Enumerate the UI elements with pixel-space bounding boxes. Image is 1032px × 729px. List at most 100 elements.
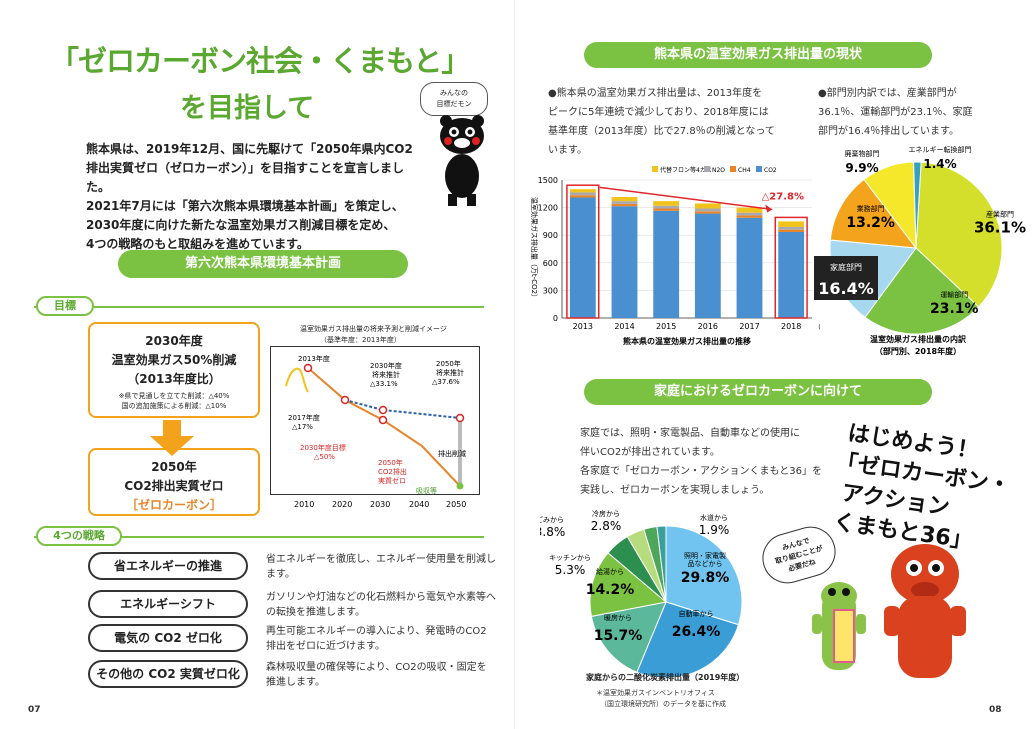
page-title-line2: を目指して: [180, 93, 315, 124]
sector-pie-label: 廃棄物部門: [845, 149, 880, 158]
bar-segment: [569, 192, 596, 196]
bar-segment: [611, 197, 638, 202]
bar-y-label: 温室効果ガス排出量（万t-CO2）: [530, 197, 539, 301]
bar-annotation: △27.8%: [762, 191, 804, 202]
home-pie-value: 2.8%: [591, 519, 622, 533]
sector-pie-label: 産業部門: [986, 210, 1014, 219]
plan-pill: 第六次熊本県環境基本計画: [118, 250, 408, 278]
bar-segment: [653, 210, 680, 318]
goal-2030-note1: ※県で見通しを立てた削減：△40%: [118, 392, 230, 400]
home-text-line: 各家庭で「ゼロカーボン・アクションくまもと36」を: [580, 466, 823, 477]
bar-x-tick: 2018: [781, 322, 801, 331]
forecast-x-tick: 2020: [332, 500, 352, 509]
strategy-label: 電気の CO2 ゼロ化: [88, 624, 248, 652]
forecast-ann: 吸収等: [416, 486, 437, 495]
bar-legend-swatch: [704, 166, 710, 172]
home-pie-label: 水道から: [700, 513, 728, 522]
bar-segment: [694, 203, 721, 209]
sector-pie-value: 36.1%: [974, 219, 1026, 237]
home-pie-title: 家庭からの二酸化炭素排出量（2019年度）: [586, 673, 745, 682]
bar-segment: [653, 205, 680, 209]
home-pie-label: ごみから: [540, 515, 564, 524]
goal-2030-line3: （2013年度比）: [127, 372, 221, 386]
goal-tag: 目標: [36, 296, 94, 316]
forecast-point: [340, 395, 350, 405]
sector-pie-value: 9.9%: [845, 161, 878, 175]
bar-trend-arrowhead: [765, 204, 773, 213]
forecast-ann: 2030年度目標: [300, 443, 346, 452]
bar-legend-label: CH4: [738, 167, 751, 174]
page-title-line1: 「ゼロカーボン社会・くまもと」: [50, 44, 470, 78]
goal-2050-line1: 2050年: [151, 460, 197, 474]
goal-divider: [34, 306, 484, 308]
page-number-right: 08: [989, 705, 1002, 715]
strategy-row: その他の CO2 実質ゼロ化 森林吸収量の確保等により、CO2の吸収・固定を推進…: [88, 660, 487, 690]
intro-paragraph: 熊本県は、2019年12月、国に先駆けて「2050年県内CO2 排出実質ゼロ（ゼ…: [86, 140, 426, 254]
forecast-x-tick: 2010: [294, 500, 314, 509]
goal-2030-box: 2030年度 温室効果ガス50%削減 （2013年度比） ※県で見通しを立てた削…: [88, 322, 260, 418]
status-text-line: ●部門別内訳では、産業部門が: [818, 88, 957, 99]
sector-pie-label: エネルギー転換部門: [909, 145, 972, 154]
strategy-row: 省エネルギーの推進 省エネルギーを徹底し、エネルギー使用量を削減します。: [88, 552, 496, 582]
bar-x-tick: 2017: [739, 322, 759, 331]
forecast-point: [456, 482, 464, 490]
home-pie-value: 3.8%: [540, 525, 565, 539]
home-pie-label: 給湯から: [596, 567, 624, 576]
section-pill-status: 熊本県の温室効果ガス排出量の現状: [584, 42, 932, 68]
section-pill-home: 家庭におけるゼロカーボンに向けて: [584, 379, 932, 405]
sector-pie-slice: [913, 161, 922, 249]
strategy-desc: 省エネルギーを徹底し、エネルギー使用量を削減します。: [266, 554, 496, 580]
forecast-ann: CO2排出: [378, 467, 407, 476]
bar-segment: [694, 211, 721, 214]
bar-trend-arrow: [599, 186, 773, 211]
bar-segment: [736, 215, 763, 218]
forecast-ann: 排出削減: [438, 449, 466, 458]
goal-2050-box: 2050年 CO2排出実質ゼロ ［ゼロカーボン］: [88, 448, 260, 516]
bar-segment: [569, 189, 596, 193]
bar-segment: [569, 197, 596, 318]
page-gutter: [514, 0, 515, 729]
forecast-ann: 実質ゼロ: [378, 476, 406, 485]
status-text-line: 36.1％、運輸部門が23.1％、家庭: [818, 107, 973, 118]
strategy-desc: ガソリンや灯油などの化石燃料から電気や水素等への転換を推進します。: [266, 592, 496, 618]
down-arrow-icon: [150, 420, 194, 456]
bar-segment: [736, 212, 763, 216]
bar-segment: [736, 217, 763, 318]
intro-line: 熊本県は、2019年12月、国に先駆けて「2050年県内CO2: [86, 142, 413, 156]
bar-x-tick: 2016: [698, 322, 718, 331]
bar-segment: [694, 208, 721, 212]
home-text-line: 伴いCO2が排出されています。: [580, 447, 720, 458]
bar-y-tick: 900: [543, 231, 558, 240]
bar-y-tick: 600: [543, 259, 558, 268]
strategy-tag: 4つの戦略: [36, 526, 122, 546]
sector-pie-title: （部門別、2018年度）: [875, 346, 961, 356]
home-text: 家庭では、照明・家電製品、自動車などの使用に 伴いCO2が排出されています。 各…: [580, 424, 850, 500]
home-pie-label: 冷房から: [592, 509, 620, 518]
strategy-label: 省エネルギーの推進: [88, 552, 248, 580]
goal-2030-line1: 2030年度: [145, 334, 203, 348]
bar-segment: [778, 226, 805, 230]
bar-segment: [778, 229, 805, 232]
intro-line: 2030年度に向けた新たな温室効果ガス削減目標を定め、: [86, 218, 396, 232]
home-pie-value: 5.3%: [555, 563, 586, 577]
goal-2030-line2: 温室効果ガス50%削減: [111, 353, 237, 367]
bar-chart-title: 熊本県の温室効果ガス排出量の推移: [623, 336, 751, 346]
emission-bar-chart: 0 300 600 900 1200 1500 2013 2014 2015 2016 2017 20…: [530, 166, 820, 346]
status-text-line: 基準年度（2013年度）比で27.8％の削減となって: [548, 126, 775, 137]
forecast-title2: （基準年度：2013年度）: [320, 336, 401, 344]
bar-x-tick: 2015: [656, 322, 676, 331]
forecast-ann: △37.6%: [432, 378, 460, 386]
sector-pie-label: 家庭部門: [830, 262, 862, 272]
mascot-bubble: みんなの 目標だモン: [420, 82, 488, 116]
forecast-title1: 温室効果ガス排出量の将来予測と削減イメージ: [300, 325, 447, 333]
bar-x-tick: 2014: [614, 322, 634, 331]
bar-legend-swatch: [730, 166, 736, 172]
home-pie-slice: [636, 601, 740, 679]
strategy-row: 電気の CO2 ゼロ化 再生可能エネルギーの導入により、発電時のCO2排出をゼロ…: [88, 624, 487, 654]
sector-pie-title: 温室効果ガス排出量の内訳: [870, 334, 967, 344]
bar-segment: [653, 208, 680, 211]
bar-highlight-box: [774, 216, 808, 319]
bar-legend-label: N2O: [712, 167, 725, 174]
